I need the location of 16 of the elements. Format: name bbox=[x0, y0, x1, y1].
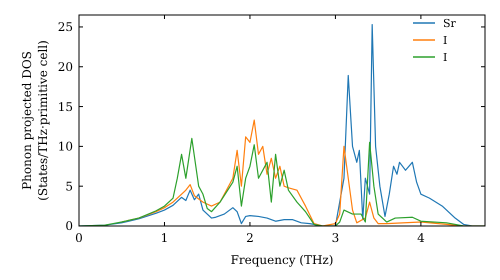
y-tick-label: 10 bbox=[58, 140, 73, 154]
legend-label: I bbox=[443, 34, 448, 47]
x-tick-label: 0 bbox=[75, 231, 83, 245]
y-axis-title: Phonon projected DOS (States/THz·primitive cell) bbox=[20, 40, 50, 201]
y-tick-label: 15 bbox=[58, 100, 73, 114]
x-axis-title: Frequency (THz) bbox=[230, 253, 334, 267]
y-tick-label: 20 bbox=[58, 60, 73, 74]
x-tick-label: 3 bbox=[332, 231, 340, 245]
x-tick-label: 1 bbox=[160, 231, 168, 245]
x-tick-label: 4 bbox=[417, 231, 426, 245]
legend-label: Sr bbox=[443, 16, 457, 30]
y-tick-label: 0 bbox=[65, 219, 73, 234]
y-tick-label: 5 bbox=[65, 179, 73, 194]
x-tick-label: 2 bbox=[246, 231, 254, 245]
legend-label: I bbox=[443, 50, 448, 64]
y-tick-label: 25 bbox=[58, 20, 73, 34]
